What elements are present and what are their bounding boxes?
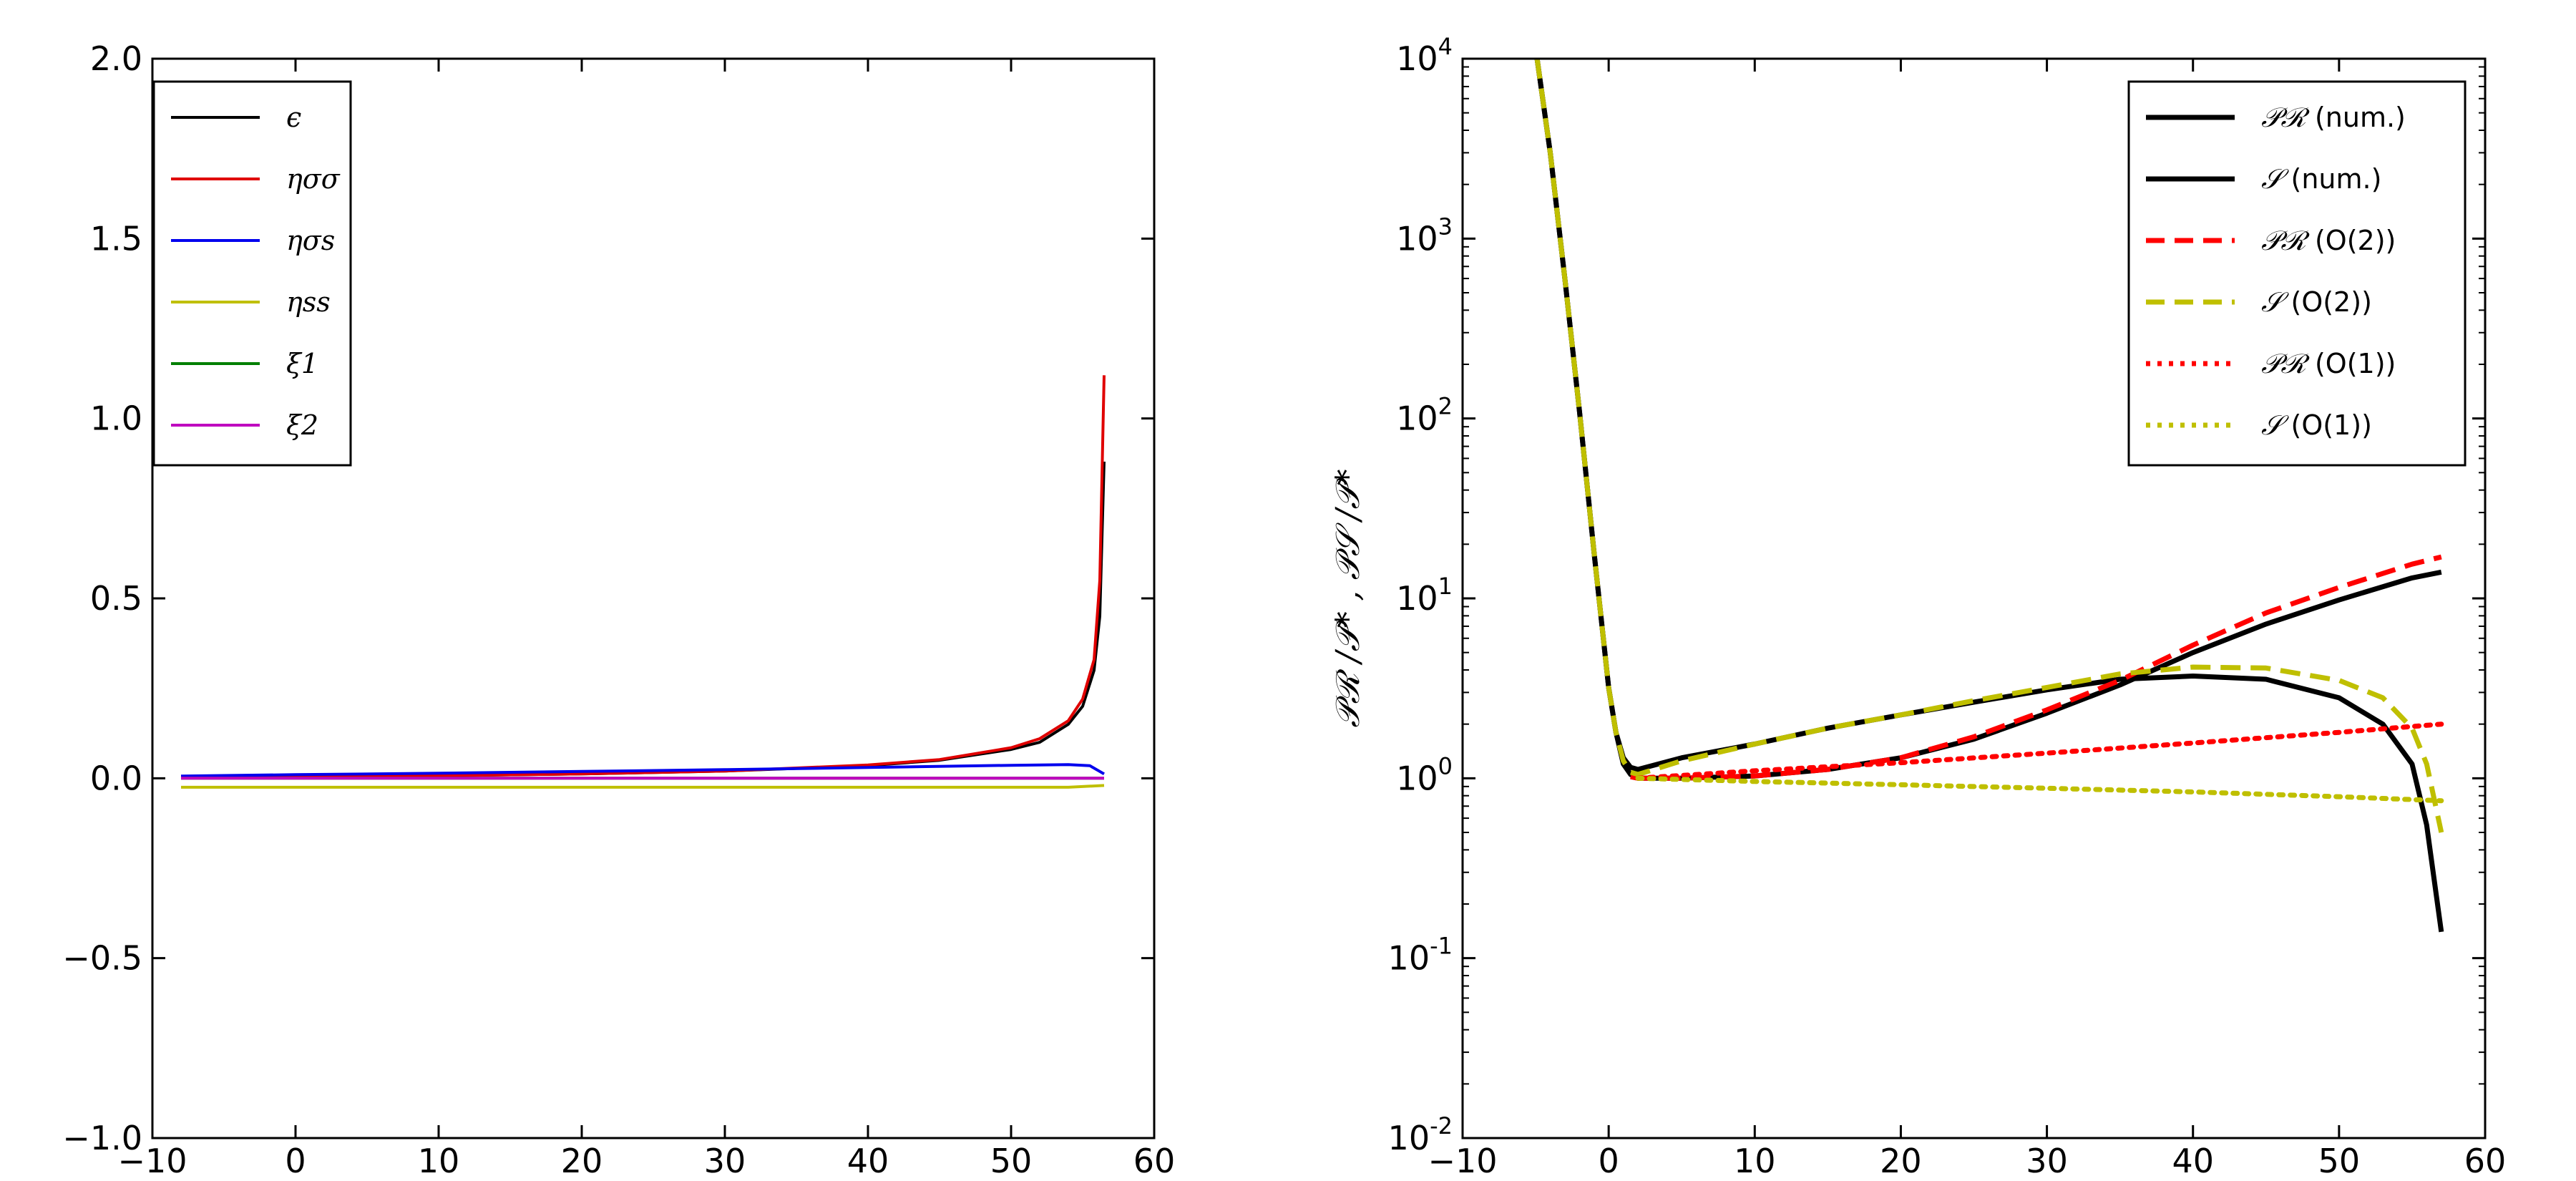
series-line-0 xyxy=(180,461,1106,779)
legend-label-0: ϵ xyxy=(286,102,301,133)
legend-label-suffix-3: (O(2)) xyxy=(2282,286,2371,318)
x-tick-label: 40 xyxy=(2172,1142,2214,1180)
legend-label-suffix-2: (O(2)) xyxy=(2306,225,2396,256)
y-tick-base: 10 xyxy=(1388,939,1430,978)
x-tick-label: −10 xyxy=(117,1142,187,1180)
y-tick-label: 101 xyxy=(1396,573,1453,618)
series-group xyxy=(1534,59,2444,933)
y-tick-base: 10 xyxy=(1396,579,1438,618)
x-tick-label: 30 xyxy=(2026,1142,2068,1180)
x-tick-label: 20 xyxy=(561,1142,603,1180)
y-tick-exponent: -1 xyxy=(1430,933,1453,960)
y-axis-label: 𝒫ℛ /𝒫* , 𝒫𝒮 /𝒫* xyxy=(1328,469,1367,727)
x-tick-label: 40 xyxy=(847,1142,889,1180)
series-group xyxy=(180,375,1106,789)
x-tick-label: 60 xyxy=(1133,1142,1176,1180)
y-tick-base: 10 xyxy=(1396,399,1438,438)
y-tick-label: 1.0 xyxy=(90,399,142,438)
legend-label-3: 𝒮 (O(2)) xyxy=(2261,286,2372,318)
legend-box xyxy=(2127,80,2467,467)
x-tick-label: 60 xyxy=(2464,1142,2507,1180)
x-tick-label: 10 xyxy=(418,1142,460,1180)
y-tick-label: 0.5 xyxy=(90,579,142,618)
chart-right: −10 0 10 20 30 40 50 6010-210-1100101102103104𝒫… xyxy=(1328,33,2506,1180)
series-line-4 xyxy=(1635,721,2444,781)
y-tick-label: 103 xyxy=(1396,213,1453,258)
x-tick-label: 50 xyxy=(2318,1142,2361,1180)
y-tick-exponent: 3 xyxy=(1438,213,1453,240)
legend-label-suffix-5: (O(1)) xyxy=(2282,409,2371,441)
x-tick-label: 0 xyxy=(285,1142,306,1180)
y-tick-exponent: 4 xyxy=(1438,33,1453,60)
legend: 𝒫ℛ (num.) 𝒮 (num.) 𝒫ℛ (O(2)) 𝒮 (O(2)) 𝒫ℛ (O(… xyxy=(2127,80,2467,467)
legend-label-3: ηss xyxy=(286,286,331,318)
y-tick-base: 10 xyxy=(1396,759,1438,797)
legend-label-0: 𝒫ℛ (num.) xyxy=(2261,102,2406,133)
legend-label-1: 𝒮 (num.) xyxy=(2261,163,2381,195)
legend: ϵ ησσ ησs ηss ξ1 ξ2 xyxy=(152,80,352,467)
legend-label-suffix-4: (O(1)) xyxy=(2306,348,2396,379)
series-line-1 xyxy=(180,375,1106,779)
legend-label-suffix-0: (num.) xyxy=(2306,102,2406,133)
legend-label-suffix-1: (num.) xyxy=(2282,163,2381,195)
y-tick-label: 10-1 xyxy=(1388,933,1453,978)
series-line-2 xyxy=(180,763,1106,778)
legend-label-5: ξ2 xyxy=(286,409,318,441)
series-line-3 xyxy=(181,784,1105,789)
y-tick-label: 1.5 xyxy=(90,219,142,258)
series-line-5 xyxy=(1635,775,2444,804)
y-tick-base: 10 xyxy=(1396,39,1438,78)
x-tick-label: 50 xyxy=(990,1142,1033,1180)
y-tick-label: 0.0 xyxy=(90,759,142,797)
x-tick-label: 30 xyxy=(704,1142,746,1180)
y-tick-base: 10 xyxy=(1388,1119,1430,1157)
x-tick-label: 10 xyxy=(1734,1142,1776,1180)
y-tick-exponent: 2 xyxy=(1438,393,1453,420)
x-tick-label: 0 xyxy=(1599,1142,1619,1180)
y-tick-exponent: -2 xyxy=(1430,1112,1453,1139)
y-tick-label: −1.0 xyxy=(62,1119,142,1157)
legend-label-2: 𝒫ℛ (O(2)) xyxy=(2261,225,2396,256)
legend-label-4: ξ1 xyxy=(286,348,318,379)
legend-box xyxy=(152,80,352,467)
y-tick-label: 100 xyxy=(1396,752,1453,797)
legend-label-5: 𝒮 (O(1)) xyxy=(2261,409,2372,441)
y-tick-exponent: 0 xyxy=(1438,752,1453,779)
y-tick-base: 10 xyxy=(1396,219,1438,258)
y-tick-exponent: 1 xyxy=(1438,573,1453,600)
y-tick-label: 104 xyxy=(1396,33,1453,78)
y-tick-label: 102 xyxy=(1396,393,1453,438)
y-tick-label: 2.0 xyxy=(90,39,142,78)
legend-label-2: ησs xyxy=(286,225,335,256)
y-tick-label: −0.5 xyxy=(62,939,142,978)
series-line-3 xyxy=(1534,59,2444,833)
legend-label-1: ησσ xyxy=(286,163,341,195)
y-tick-label: 10-2 xyxy=(1388,1112,1453,1157)
x-tick-label: −10 xyxy=(1428,1142,1497,1180)
legend-label-4: 𝒫ℛ (O(1)) xyxy=(2261,348,2396,379)
chart-left: −10 0 10 20 30 40 50 60 −1.0 −0.5 0.0 0.5 1.0 1.5 2.0 ϵ… xyxy=(62,39,1175,1180)
x-tick-label: 20 xyxy=(1880,1142,1922,1180)
